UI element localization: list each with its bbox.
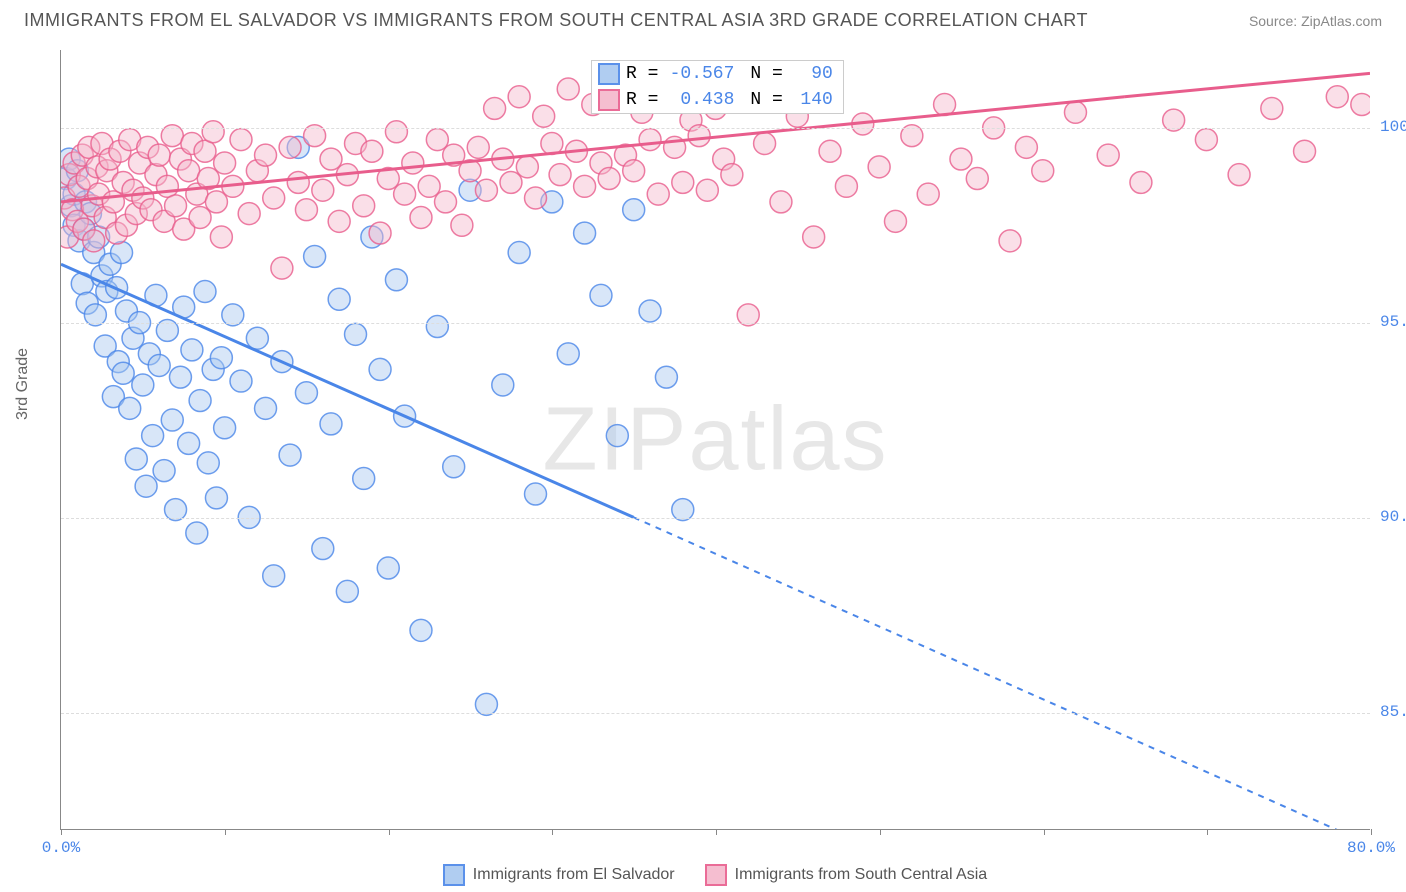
y-tick-label: 85.0% [1380,703,1406,721]
value-N-1: 140 [789,90,833,110]
legend-label-1: Immigrants from South Central Asia [735,866,988,884]
stats-row-series-1: R = 0.438 N = 140 [592,87,843,113]
y-tick-label: 90.0% [1380,508,1406,526]
watermark-zip: ZIP [542,389,688,489]
legend-item-1: Immigrants from South Central Asia [705,864,988,886]
y-axis-label: 3rd Grade [14,348,32,420]
legend-label-0: Immigrants from El Salvador [473,866,675,884]
value-R-1: 0.438 [664,90,734,110]
swatch-series-0 [443,864,465,886]
watermark: ZIPatlas [542,388,888,491]
source-label: Source: ZipAtlas.com [1249,13,1382,29]
y-tick-label: 95.0% [1380,313,1406,331]
value-R-0: -0.567 [664,64,734,84]
legend-item-0: Immigrants from El Salvador [443,864,675,886]
bottom-legend: Immigrants from El Salvador Immigrants f… [60,864,1370,886]
x-tick-label: 0.0% [42,839,80,857]
swatch-series-1 [705,864,727,886]
watermark-atlas: atlas [688,389,888,489]
swatch-series-0 [598,63,620,85]
x-tick-label: 80.0% [1347,839,1395,857]
y-tick-label: 100.0% [1380,118,1406,136]
stats-row-series-0: R = -0.567 N = 90 [592,61,843,87]
chart-title: IMMIGRANTS FROM EL SALVADOR VS IMMIGRANT… [24,10,1088,31]
label-N: N = [750,90,782,110]
value-N-0: 90 [789,64,833,84]
label-N: N = [750,64,782,84]
label-R: R = [626,64,658,84]
correlation-stats-box: R = -0.567 N = 90 R = 0.438 N = 140 [591,60,844,114]
chart-plot-area: ZIPatlas R = -0.567 N = 90 R = 0.438 N =… [60,50,1370,830]
swatch-series-1 [598,89,620,111]
label-R: R = [626,90,658,110]
